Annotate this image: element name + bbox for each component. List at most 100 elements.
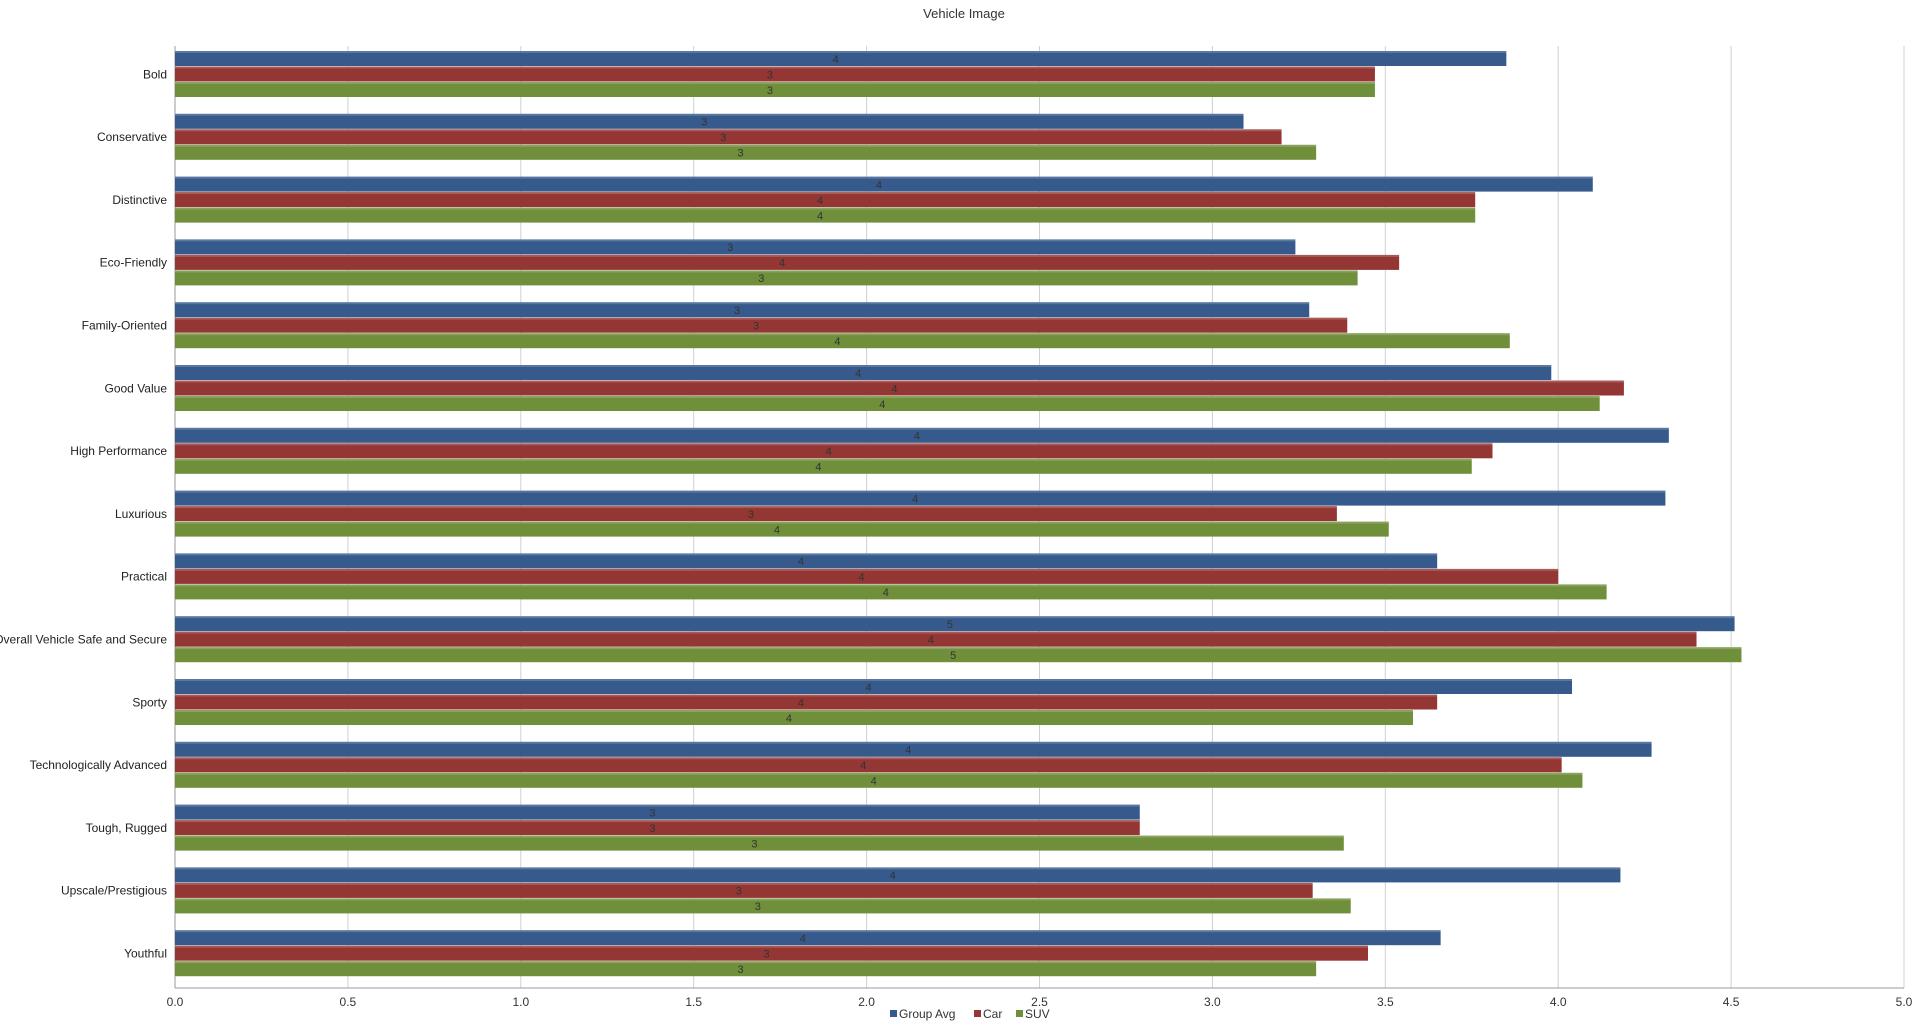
category-label: Distinctive	[112, 193, 167, 207]
category-label: Family-Oriented	[82, 318, 167, 332]
bar-car	[175, 820, 1140, 836]
bar-data-label: 3	[649, 823, 655, 835]
bar-suv	[175, 961, 1317, 977]
bar-highlight	[175, 694, 1438, 697]
category-label: Technologically Advanced	[30, 758, 167, 772]
bar-highlight	[175, 961, 1317, 964]
bar-highlight	[175, 82, 1375, 84]
category-label: Luxurious	[115, 507, 167, 521]
legend-label: Group Avg	[899, 1007, 955, 1021]
bar-car	[175, 945, 1369, 961]
bar-data-label: 3	[738, 148, 744, 160]
bar-data-label: 4	[786, 713, 792, 725]
bar-highlight	[175, 443, 1493, 446]
bar-data-label: 4	[860, 760, 866, 772]
bar-data-label: 4	[883, 587, 889, 599]
bar-data-label: 3	[755, 901, 761, 913]
bar-data-label: 4	[876, 179, 882, 191]
bar-group-avg	[175, 930, 1441, 946]
bar-data-label: 3	[720, 132, 726, 144]
bar-data-label: 3	[738, 964, 744, 976]
bar-highlight	[175, 835, 1344, 838]
bar-data-label: 4	[798, 697, 804, 709]
bar-data-label: 4	[859, 572, 865, 584]
bar-suv	[175, 396, 1600, 411]
bar-data-label: 3	[763, 948, 769, 960]
bar-car	[175, 631, 1697, 647]
bar-data-label: 3	[748, 509, 754, 521]
bar-highlight	[175, 317, 1348, 320]
bar-data-label: 4	[905, 745, 911, 757]
bar-data-label: 4	[891, 383, 897, 395]
bar-data-label: 4	[890, 870, 896, 882]
category-label: Sporty	[132, 695, 167, 709]
bar-highlight	[175, 568, 1559, 571]
bar-car	[175, 443, 1493, 459]
bar-highlight	[175, 741, 1652, 744]
bar-car	[175, 192, 1476, 208]
bar-data-label: 4	[879, 399, 885, 411]
bar-suv	[175, 772, 1583, 788]
bar-data-label: 4	[855, 368, 861, 380]
bar-highlight	[175, 333, 1510, 336]
bar-highlight	[175, 757, 1562, 760]
bar-highlight	[175, 427, 1669, 430]
bar-data-label: 4	[800, 933, 806, 945]
bar-car	[175, 506, 1337, 522]
bar-highlight	[175, 820, 1140, 823]
category-label: Tough, Rugged	[86, 821, 167, 835]
bar-car	[175, 380, 1624, 396]
bar-highlight	[175, 553, 1438, 556]
bar-suv	[175, 144, 1317, 160]
bar-suv	[175, 710, 1413, 725]
bar-highlight	[175, 647, 1742, 650]
bar-group-avg	[175, 741, 1652, 757]
bar-data-label: 4	[833, 54, 839, 66]
data-labels: 4333334443433344444444344445454444443334…	[649, 54, 956, 976]
bar-car	[175, 66, 1375, 82]
bar-data-label: 4	[928, 634, 934, 646]
bar-group-avg	[175, 553, 1438, 569]
category-labels: Bold Conservative Distinctive Eco-Friendly F…	[0, 67, 167, 960]
bar-car	[175, 757, 1562, 773]
bar-data-label: 4	[817, 210, 823, 222]
category-label: Overall Vehicle Safe and Secure	[0, 632, 167, 646]
bar-highlight	[175, 772, 1583, 775]
bar-data-label: 4	[798, 556, 804, 568]
bar-group-avg	[175, 804, 1140, 820]
bar-car	[175, 568, 1559, 584]
x-tick-label: 4.5	[1723, 995, 1740, 1009]
bar-car	[175, 694, 1438, 710]
bar-group-avg	[175, 679, 1573, 694]
bar-highlight	[175, 506, 1337, 509]
x-tick-label: 2.5	[1031, 995, 1048, 1009]
bar-highlight	[175, 176, 1593, 179]
bar-highlight	[175, 380, 1624, 383]
bar-highlight	[175, 679, 1573, 681]
bar-group-avg	[175, 427, 1669, 443]
bar-data-label: 4	[826, 446, 832, 458]
category-label: Practical	[121, 570, 167, 584]
bar-highlight	[175, 710, 1413, 712]
bar-highlight	[175, 254, 1400, 257]
bar-group-avg	[175, 113, 1244, 129]
bar-suv	[175, 82, 1375, 97]
bar-car	[175, 317, 1348, 333]
bar-data-label: 3	[767, 85, 773, 97]
bar-highlight	[175, 867, 1621, 870]
bar-group-avg	[175, 365, 1552, 380]
legend-swatch	[890, 1010, 897, 1017]
bar-data-label: 3	[649, 807, 655, 819]
bar-data-label: 3	[758, 273, 764, 285]
x-axis-tick-labels: 0.0 0.5 1.0 1.5 2.0 2.5 3.0 3.5 4.0 4.5 5.0	[167, 995, 1913, 1009]
bar-data-label: 4	[912, 493, 918, 505]
legend-label: SUV	[1025, 1007, 1050, 1021]
bar-highlight	[175, 396, 1600, 398]
bar-group-avg	[175, 616, 1735, 632]
bar-highlight	[175, 207, 1476, 210]
category-label: Bold	[143, 67, 167, 81]
bar-highlight	[175, 270, 1358, 273]
bar-suv	[175, 584, 1607, 600]
bar-data-label: 4	[774, 524, 780, 536]
bar-highlight	[175, 458, 1472, 461]
